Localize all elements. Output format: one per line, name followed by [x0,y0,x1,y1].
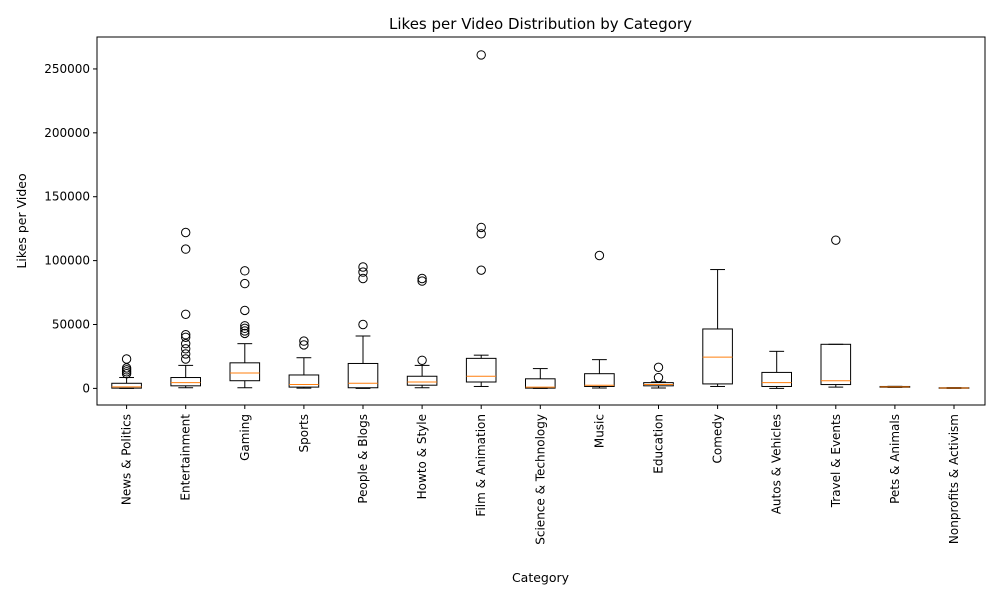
x-tick-label: Autos & Vehicles [770,414,784,514]
x-tick-label: People & Blogs [356,414,370,504]
outlier-point [358,273,368,284]
y-tick-label: 200000 [44,126,90,140]
box-group [347,262,379,389]
outlier-point [240,323,250,334]
x-tick-label: Comedy [711,414,725,464]
box-group [761,350,793,389]
x-tick-label: Travel & Events [829,414,843,508]
outlier-point [121,354,132,364]
box-group [643,362,674,389]
box [702,328,733,385]
outlier-point [240,266,250,276]
outlier-point [358,267,368,277]
chart-title: Likes per Video Distribution by Category [389,15,692,33]
outlier-point [181,349,191,359]
x-tick-label: Sports [297,414,311,452]
box-group [938,387,970,389]
outlier-point [181,338,191,349]
y-tick-label: 50000 [52,318,90,332]
outlier-point [299,336,309,346]
outlier-point [240,328,250,339]
outlier-point [181,244,191,254]
box-group [820,235,852,388]
box-group [465,50,497,387]
box-group [111,354,142,389]
outlier-point [181,354,191,364]
outlier-point [476,50,486,60]
axes-frame [96,36,986,406]
x-tick-label: Nonprofits & Activism [947,414,961,544]
outlier-point [417,273,427,284]
outlier-point [476,222,486,233]
outlier-point [121,363,132,373]
outlier-point [299,340,309,350]
outlier-point [476,265,486,275]
outlier-point [653,362,664,373]
x-tick-label: Music [592,414,606,448]
box-group [170,227,201,389]
box [584,373,615,387]
outlier-point [181,344,191,354]
box-group [584,250,615,389]
outlier-point [181,332,191,342]
y-tick-label: 100000 [44,254,90,268]
x-tick-label: Film & Animation [474,414,488,517]
y-tick-label: 250000 [44,62,90,76]
outlier-point [240,321,250,331]
box [111,382,142,389]
x-tick-label: Entertainment [179,414,193,501]
outlier-point [476,229,486,239]
outlier-point [417,355,427,365]
box-group [525,368,556,389]
x-axis-label: Category [512,570,570,585]
outlier-point [181,330,191,340]
outlier-point [181,227,191,238]
plot-area: 0 50000 100000 150000 200000 250000 News & Pol… [44,36,986,545]
outlier-point [240,326,250,336]
x-tick-label: Science & Technology [533,414,547,545]
y-tick-label: 150000 [44,190,90,204]
box [347,362,379,389]
box [170,377,201,387]
box-group [288,336,320,389]
x-tick-label: Pets & Animals [888,414,902,504]
box [525,378,556,389]
outlier-point [831,235,841,245]
outlier-point [417,276,427,286]
box-group [702,269,733,387]
outlier-point [240,278,250,289]
x-tick-label: Gaming [238,414,252,461]
x-tick-label: Howto & Style [415,414,429,499]
outlier-point [181,309,191,319]
outlier-point [653,372,664,383]
outlier-point [358,319,368,330]
outlier-point [240,305,250,316]
box-group [879,385,911,388]
y-axis-label: Likes per Video [14,173,29,268]
box [761,371,793,387]
box [406,375,438,386]
y-tick-label: 0 [82,381,90,395]
outlier-point [358,262,368,272]
box [820,343,852,386]
box [288,374,320,388]
box-group [406,273,438,389]
box [465,357,497,383]
outlier-point [594,250,605,261]
box [229,362,261,382]
box-group [229,266,261,389]
x-tick-label: Education [652,414,666,474]
x-tick-label: News & Politics [120,414,134,505]
